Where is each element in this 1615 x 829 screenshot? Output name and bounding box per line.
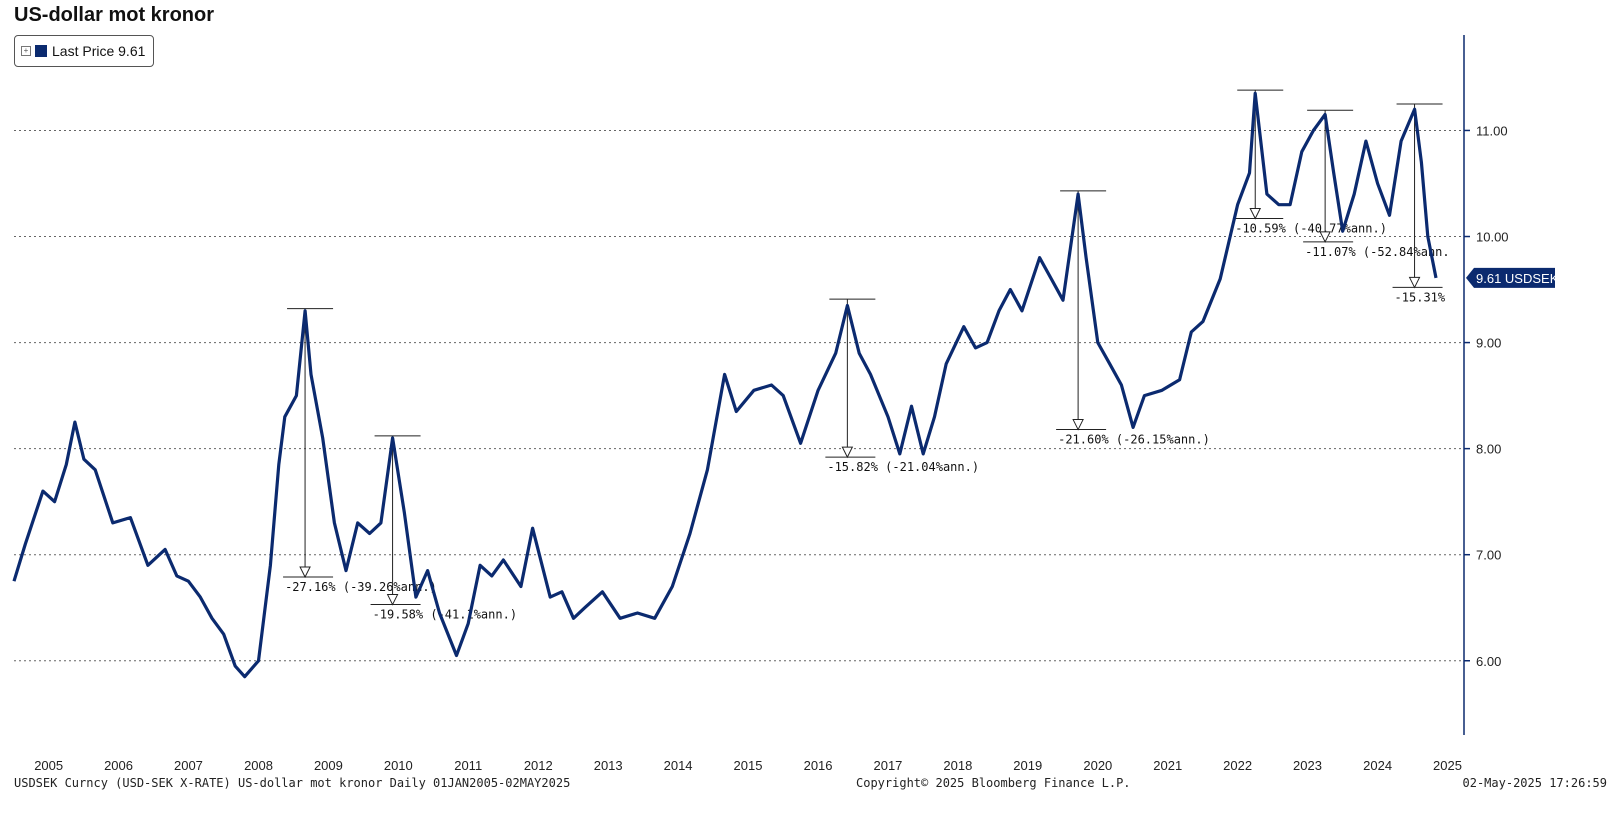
y-axis: 6.00 7.00 8.00 9.00 10.00 11.00 bbox=[1463, 35, 1509, 735]
last-price-tag-text: 9.61 USDSEK bbox=[1476, 271, 1559, 286]
x-tick-label: 2019 bbox=[1013, 758, 1042, 770]
x-tick-label: 2010 bbox=[384, 758, 413, 770]
x-tick-label: 2016 bbox=[804, 758, 833, 770]
drawdown-arrow-icon bbox=[1319, 231, 1331, 243]
x-tick-label: 2015 bbox=[734, 758, 763, 770]
x-tick-label: 2007 bbox=[174, 758, 203, 770]
drawdown-label: -11.07% (-52.84%ann. bbox=[1305, 245, 1450, 259]
x-tick-label: 2021 bbox=[1153, 758, 1182, 770]
x-tick-label: 2014 bbox=[664, 758, 693, 770]
drawdown-arrow-icon bbox=[1072, 419, 1084, 431]
drawdown-arrow-icon bbox=[299, 566, 311, 579]
y-tick-label: 11.00 bbox=[1476, 123, 1508, 138]
y-tick-label: 6.00 bbox=[1476, 654, 1501, 669]
legend-box[interactable]: + Last Price 9.61 bbox=[14, 35, 155, 67]
chart-title: US-dollar mot kronor bbox=[14, 4, 215, 26]
y-tick-label: 10.00 bbox=[1476, 230, 1509, 245]
x-tick-label: 2006 bbox=[104, 758, 133, 770]
x-tick-label: 2023 bbox=[1293, 758, 1322, 770]
last-price-tag: 9.61 USDSEK bbox=[1466, 267, 1559, 288]
y-tick-label: 9.00 bbox=[1476, 336, 1501, 351]
drawdown-label: -19.58% (-41.1%ann.) bbox=[373, 608, 518, 622]
legend-swatch bbox=[35, 45, 47, 57]
drawdown-arrow-icon bbox=[1249, 207, 1262, 220]
footer-source: USDSEK Curncy (USD-SEK X-RATE) US-dollar… bbox=[14, 776, 571, 790]
footer-copyright: Copyright© 2025 Bloomberg Finance L.P. bbox=[856, 776, 1131, 790]
x-tick-label: 2022 bbox=[1223, 758, 1252, 770]
x-tick-label: 2024 bbox=[1363, 758, 1392, 770]
x-tick-label: 2018 bbox=[943, 758, 972, 770]
drawdown-annotations: -27.16% (-39.26%ann.) -19.58% (-41.1%ann.… bbox=[283, 89, 1450, 622]
legend-expand-icon[interactable]: + bbox=[21, 46, 31, 56]
x-tick-label: 2025 bbox=[1433, 758, 1462, 770]
drawdown-label: -21.60% (-26.15%ann.) bbox=[1058, 433, 1210, 447]
x-tick-label: 2005 bbox=[34, 758, 63, 770]
footer-timestamp: 02-May-2025 17:26:59 bbox=[1462, 776, 1608, 790]
drawdown-label: -10.59% (-40.77%ann.) bbox=[1235, 221, 1387, 235]
drawdown-label: -15.31% bbox=[1395, 290, 1446, 304]
x-tick-label: 2013 bbox=[594, 758, 623, 770]
x-tick-label: 2020 bbox=[1083, 758, 1112, 770]
drawdown-arrow-icon bbox=[1408, 276, 1421, 289]
x-tick-label: 2009 bbox=[314, 758, 343, 770]
x-tick-label: 2012 bbox=[524, 758, 553, 770]
legend-label: Last Price 9.61 bbox=[52, 43, 146, 59]
x-tick-label: 2017 bbox=[873, 758, 902, 770]
drawdown-arrow-icon bbox=[386, 594, 399, 606]
y-tick-label: 8.00 bbox=[1476, 442, 1501, 457]
grid-lines bbox=[14, 129, 1464, 662]
series-line-last-price bbox=[12, 91, 1438, 679]
drawdown-arrow-icon bbox=[841, 446, 854, 459]
y-tick-label: 7.00 bbox=[1476, 548, 1501, 563]
drawdown-label: -15.82% (-21.04%ann.) bbox=[827, 460, 979, 474]
x-tick-label: 2011 bbox=[454, 758, 482, 770]
x-tick-label: 2008 bbox=[244, 758, 273, 770]
x-axis: 2005 2006 2007 2008 2009 2010 2011 2012 2013 2014… bbox=[34, 758, 1462, 770]
drawdown-label: -27.16% (-39.26%ann.) bbox=[285, 580, 437, 594]
